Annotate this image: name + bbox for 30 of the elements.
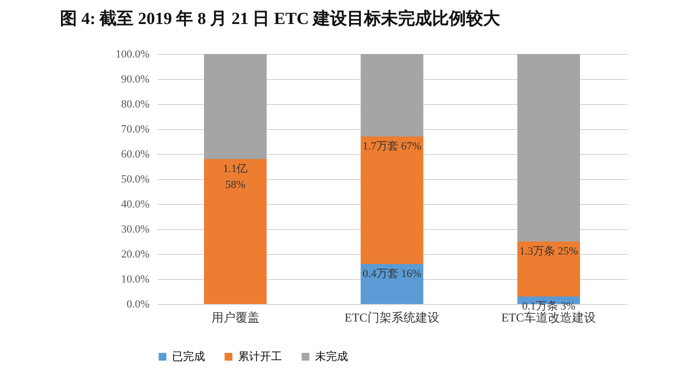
bar (204, 159, 267, 304)
y-tick-label: 90.0% (121, 74, 150, 86)
y-tick-label: 40.0% (121, 198, 150, 210)
y-tick-label: 70.0% (121, 124, 150, 136)
y-tick-label: 10.0% (121, 274, 150, 286)
annotation: 1.1亿 58% (222, 163, 248, 191)
y-tick-label: 0.0% (126, 298, 150, 310)
x-tick-label: 用户覆盖 (211, 310, 260, 324)
annotation: 1.3万条 25% (519, 246, 578, 258)
x-tick-label: ETC门架系统建设 (344, 310, 440, 324)
y-tick-label: 100.0% (116, 48, 150, 60)
annotation: 1.7万套 67% (362, 140, 422, 152)
bar (517, 242, 580, 296)
y-tick-label: 30.0% (121, 224, 150, 236)
bar (360, 54, 424, 136)
y-tick-label: 20.0% (121, 248, 150, 260)
bar (517, 54, 580, 242)
annotation: 0.4万套 16% (362, 268, 422, 280)
x-tick-label: ETC车道改造建设 (501, 310, 596, 324)
y-tick-label: 80.0% (121, 98, 150, 110)
legend-label: 累计开工 (238, 350, 282, 363)
bar (204, 54, 267, 159)
chart-title: 图 4: 截至 2019 年 8 月 21 日 ETC 建设目标未完成比例较大 (60, 9, 502, 28)
y-tick-label: 50.0% (121, 174, 150, 186)
legend-label: 已完成 (172, 350, 205, 363)
y-tick-label: 60.0% (121, 148, 150, 160)
bar (360, 264, 424, 304)
bar (360, 136, 424, 264)
legend-label: 未完成 (315, 350, 348, 363)
annotation: 0.1万条 3% (522, 300, 576, 312)
